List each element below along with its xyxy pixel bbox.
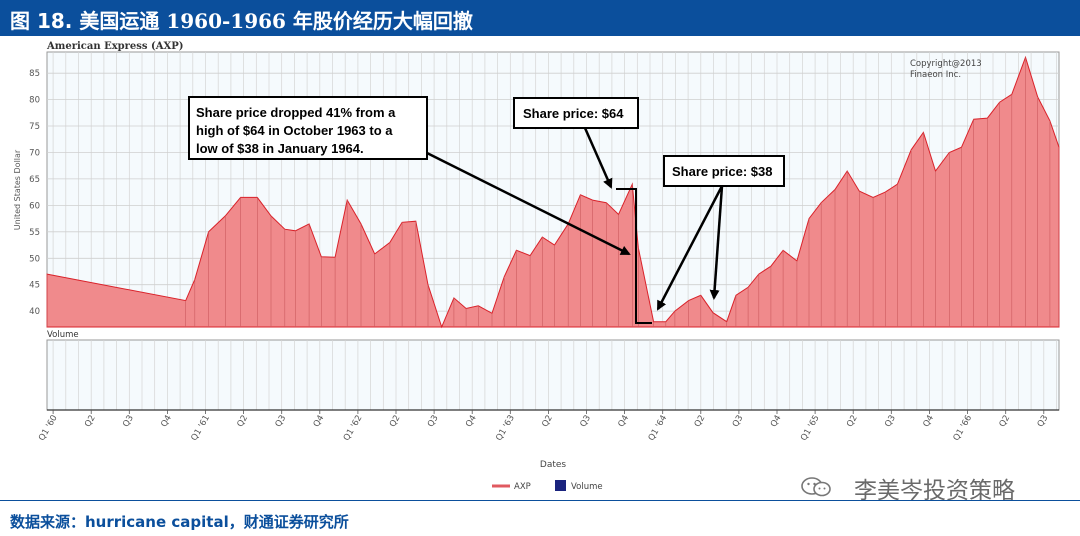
price-bar-lines: [46, 57, 1060, 327]
peak-arrow: [583, 127, 613, 189]
x-tick-label: Q1 '63: [494, 414, 517, 443]
drop-arrow: [426, 151, 631, 256]
chart-title: American Express (AXP): [46, 41, 184, 52]
source-note: 数据来源：hurricane capital，财通证券研究所: [10, 513, 349, 531]
trough-arrow-1: [656, 185, 724, 311]
chart-legend: AXP Volume: [492, 480, 603, 492]
y-axis-ticks: 40 45 50 55 60 65 70 75 80 85: [29, 69, 40, 317]
figure-title-bar: 图 18. 美国运通 1960-1966 年股价经历大幅回撤: [0, 0, 1080, 36]
peak-annotation-box: [513, 97, 639, 129]
legend-volume-label: Volume: [571, 482, 603, 492]
y-tick-label: 45: [29, 281, 40, 291]
y-tick-label: 70: [29, 149, 40, 159]
x-tick-label: Q2: [235, 414, 250, 429]
x-tick-label: Q3: [121, 414, 136, 429]
x-tick-label: Q2: [388, 414, 403, 429]
y-tick-label: 65: [29, 175, 40, 185]
y-axis-label: United States Dollar: [13, 149, 22, 230]
x-tick-label: Q1 '60: [37, 414, 60, 443]
volume-panel: [46, 339, 1060, 411]
trough-annotation-box: [663, 155, 785, 187]
legend-volume-swatch: [555, 480, 566, 491]
x-axis-label: Dates: [540, 460, 567, 470]
source-divider: [0, 500, 1080, 501]
x-tick-label: Q2: [83, 414, 98, 429]
drop-annotation-box: [188, 96, 428, 160]
x-tick-label: Q2: [540, 414, 555, 429]
x-tick-label: Q4: [769, 414, 784, 429]
peak-annotation-label: Share price: $64: [523, 106, 624, 121]
y-tick-label: 55: [29, 228, 40, 238]
x-tick-label: Q3: [426, 414, 441, 429]
wechat-icon: [801, 477, 831, 497]
x-tick-label: Q4: [464, 414, 479, 429]
x-tick-label: Q1 '66: [952, 414, 975, 443]
y-tick-label: 60: [29, 201, 40, 211]
watermark-text: 李美岑投资策略: [854, 478, 1015, 504]
volume-gridlines: [52, 340, 1057, 410]
y-tick-label: 80: [29, 96, 40, 106]
x-tick-label: Q2: [998, 414, 1013, 429]
figure-title-suffix: 年股价经历大幅回撤: [285, 9, 473, 33]
y-tick-label: 40: [29, 307, 40, 317]
trough-arrow-2: [709, 185, 724, 300]
x-axis-ticks: Q1 '60 Q2 Q3 Q4 Q1 '61 Q2 Q3 Q4 Q1 '62 Q2 Q3 Q4 Q1 '…: [37, 410, 1050, 443]
x-tick-label: Q4: [616, 414, 631, 429]
x-tick-label: Q1 '61: [189, 414, 212, 443]
x-tick-label: Q2: [845, 414, 860, 429]
figure-title: 图 18. 美国运通 1960-1966 年股价经历大幅回撤: [10, 5, 473, 34]
axp-chart: American Express (AXP) 40 45 50 55 60 65 70 75 8…: [13, 41, 1060, 492]
x-tick-label: Q4: [921, 414, 936, 429]
figure-title-prefix: 图 18. 美国运通: [10, 9, 167, 33]
drop-annotation-line-3: low of $38 in January 1964.: [196, 141, 364, 156]
x-tick-label: Q1 '62: [342, 414, 365, 443]
x-tick-label: Q2: [693, 414, 708, 429]
copyright-line-1: Copyright@2013: [910, 59, 982, 69]
figure-title-years: 1960-1966: [166, 9, 286, 33]
copyright-line-2: Finaeon Inc.: [910, 70, 961, 80]
x-tick-label: Q3: [578, 414, 593, 429]
y-tick-label: 75: [29, 122, 40, 132]
x-tick-label: Q4: [312, 414, 327, 429]
drop-annotation-line-2: high of $64 in October 1963 to a: [196, 123, 393, 138]
x-tick-label: Q3: [883, 414, 898, 429]
x-tick-label: Q1 '64: [647, 414, 670, 443]
y-tick-label: 50: [29, 254, 40, 264]
y-tick-label: 85: [29, 69, 40, 79]
trough-annotation-label: Share price: $38: [672, 164, 772, 179]
volume-panel-label: Volume: [47, 330, 79, 340]
x-tick-label: Q3: [731, 414, 746, 429]
legend-axp-label: AXP: [514, 482, 531, 492]
x-tick-label: Q4: [159, 414, 174, 429]
drop-annotation-line-1: Share price dropped 41% from a: [196, 105, 396, 120]
x-tick-label: Q1 '65: [799, 414, 822, 443]
x-tick-label: Q3: [1036, 414, 1051, 429]
drop-bracket: [616, 188, 652, 324]
x-tick-label: Q3: [274, 414, 289, 429]
